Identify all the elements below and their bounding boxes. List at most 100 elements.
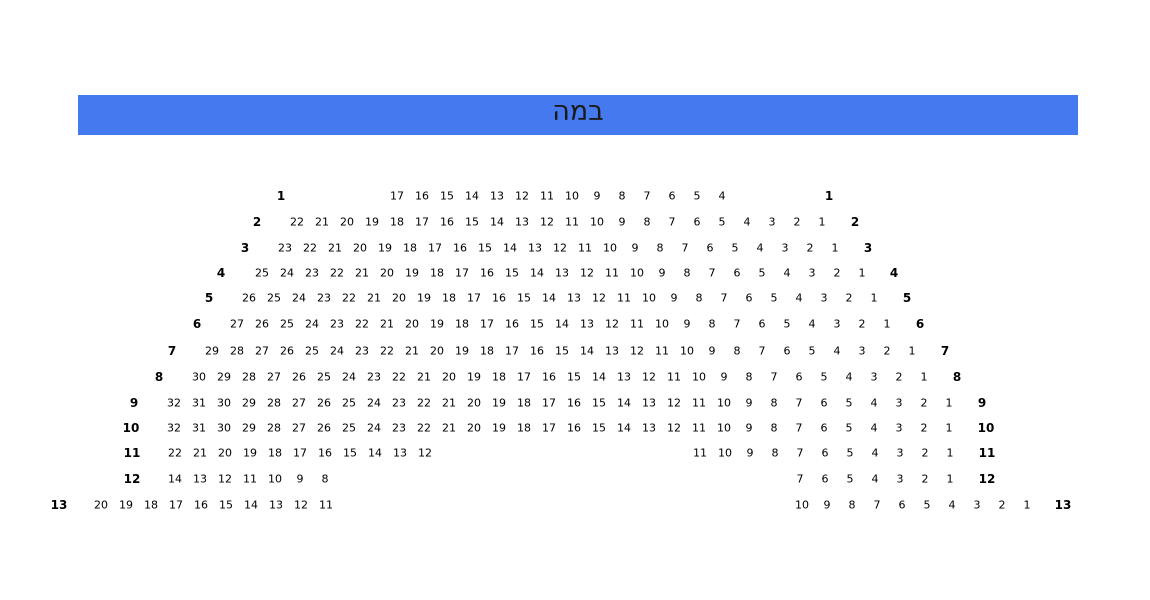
seat-row7-27[interactable]: 27 — [255, 344, 269, 358]
seat-row6-25[interactable]: 25 — [280, 317, 294, 331]
seat-row10-9[interactable]: 9 — [745, 421, 753, 435]
seat-row6-13[interactable]: 13 — [580, 317, 594, 331]
seat-row9-27[interactable]: 27 — [292, 396, 306, 410]
seat-row1-16[interactable]: 16 — [415, 189, 429, 203]
seat-row9-31[interactable]: 31 — [192, 396, 206, 410]
seat-row12-7[interactable]: 7 — [796, 472, 804, 486]
seat-row9-1[interactable]: 1 — [945, 396, 953, 410]
seat-row2-15[interactable]: 15 — [465, 215, 479, 229]
seat-row8-19[interactable]: 19 — [467, 370, 481, 384]
seat-row10-29[interactable]: 29 — [242, 421, 256, 435]
seat-row7-4[interactable]: 4 — [833, 344, 841, 358]
seat-row5-3[interactable]: 3 — [820, 291, 828, 305]
seat-row3-22[interactable]: 22 — [303, 241, 317, 255]
seat-row8-15[interactable]: 15 — [567, 370, 581, 384]
seat-row10-10[interactable]: 10 — [717, 421, 731, 435]
seat-row2-17[interactable]: 17 — [415, 215, 429, 229]
seat-row10-5[interactable]: 5 — [845, 421, 853, 435]
seat-row5-8[interactable]: 8 — [695, 291, 703, 305]
seat-row10-26[interactable]: 26 — [317, 421, 331, 435]
seat-row11-15[interactable]: 15 — [343, 446, 357, 460]
seat-row1-4[interactable]: 4 — [718, 189, 726, 203]
seat-row9-8[interactable]: 8 — [770, 396, 778, 410]
seat-row11-1[interactable]: 1 — [946, 446, 954, 460]
seat-row2-19[interactable]: 19 — [365, 215, 379, 229]
seat-row12-5[interactable]: 5 — [846, 472, 854, 486]
seat-row2-14[interactable]: 14 — [490, 215, 504, 229]
seat-row4-24[interactable]: 24 — [280, 266, 294, 280]
seat-row5-21[interactable]: 21 — [367, 291, 381, 305]
seat-row1-13[interactable]: 13 — [490, 189, 504, 203]
seat-row6-26[interactable]: 26 — [255, 317, 269, 331]
seat-row6-11[interactable]: 11 — [630, 317, 644, 331]
seat-row4-3[interactable]: 3 — [808, 266, 816, 280]
seat-row7-22[interactable]: 22 — [380, 344, 394, 358]
seat-row10-3[interactable]: 3 — [895, 421, 903, 435]
seat-row9-14[interactable]: 14 — [617, 396, 631, 410]
seat-row7-7[interactable]: 7 — [758, 344, 766, 358]
seat-row10-4[interactable]: 4 — [870, 421, 878, 435]
seat-row6-15[interactable]: 15 — [530, 317, 544, 331]
seat-row12-10[interactable]: 10 — [268, 472, 282, 486]
seat-row2-12[interactable]: 12 — [540, 215, 554, 229]
seat-row10-22[interactable]: 22 — [417, 421, 431, 435]
seat-row10-16[interactable]: 16 — [567, 421, 581, 435]
seat-row10-23[interactable]: 23 — [392, 421, 406, 435]
seat-row8-8[interactable]: 8 — [745, 370, 753, 384]
seat-row1-12[interactable]: 12 — [515, 189, 529, 203]
seat-row8-5[interactable]: 5 — [820, 370, 828, 384]
seat-row4-22[interactable]: 22 — [330, 266, 344, 280]
seat-row2-1[interactable]: 1 — [818, 215, 826, 229]
seat-row5-26[interactable]: 26 — [242, 291, 256, 305]
seat-row7-13[interactable]: 13 — [605, 344, 619, 358]
seat-row3-6[interactable]: 6 — [706, 241, 714, 255]
seat-row7-25[interactable]: 25 — [305, 344, 319, 358]
seat-row9-24[interactable]: 24 — [367, 396, 381, 410]
seat-row6-3[interactable]: 3 — [833, 317, 841, 331]
seat-row9-10[interactable]: 10 — [717, 396, 731, 410]
seat-row10-6[interactable]: 6 — [820, 421, 828, 435]
seat-row8-29[interactable]: 29 — [217, 370, 231, 384]
seat-row4-9[interactable]: 9 — [658, 266, 666, 280]
seat-row2-21[interactable]: 21 — [315, 215, 329, 229]
seat-row7-17[interactable]: 17 — [505, 344, 519, 358]
seat-row4-7[interactable]: 7 — [708, 266, 716, 280]
seat-row2-11[interactable]: 11 — [565, 215, 579, 229]
seat-row12-6[interactable]: 6 — [821, 472, 829, 486]
seat-row11-10[interactable]: 10 — [718, 446, 732, 460]
seat-row4-23[interactable]: 23 — [305, 266, 319, 280]
seat-row4-20[interactable]: 20 — [380, 266, 394, 280]
seat-row10-25[interactable]: 25 — [342, 421, 356, 435]
seat-row10-11[interactable]: 11 — [692, 421, 706, 435]
seat-row3-13[interactable]: 13 — [528, 241, 542, 255]
seat-row11-8[interactable]: 8 — [771, 446, 779, 460]
seat-row6-7[interactable]: 7 — [733, 317, 741, 331]
seat-row3-23[interactable]: 23 — [278, 241, 292, 255]
seat-row3-5[interactable]: 5 — [731, 241, 739, 255]
seat-row5-11[interactable]: 11 — [617, 291, 631, 305]
seat-row7-2[interactable]: 2 — [883, 344, 891, 358]
seat-row3-14[interactable]: 14 — [503, 241, 517, 255]
seat-row3-11[interactable]: 11 — [578, 241, 592, 255]
seat-row10-7[interactable]: 7 — [795, 421, 803, 435]
seat-row7-11[interactable]: 11 — [655, 344, 669, 358]
seat-row4-16[interactable]: 16 — [480, 266, 494, 280]
seat-row13-16[interactable]: 16 — [194, 498, 208, 512]
seat-row4-19[interactable]: 19 — [405, 266, 419, 280]
seat-row13-2[interactable]: 2 — [998, 498, 1006, 512]
seat-row4-4[interactable]: 4 — [783, 266, 791, 280]
seat-row3-4[interactable]: 4 — [756, 241, 764, 255]
seat-row7-28[interactable]: 28 — [230, 344, 244, 358]
seat-row7-1[interactable]: 1 — [908, 344, 916, 358]
seat-row7-23[interactable]: 23 — [355, 344, 369, 358]
seat-row6-2[interactable]: 2 — [858, 317, 866, 331]
seat-row1-9[interactable]: 9 — [593, 189, 601, 203]
seat-row13-9[interactable]: 9 — [823, 498, 831, 512]
seat-row11-12[interactable]: 12 — [418, 446, 432, 460]
seat-row13-11[interactable]: 11 — [319, 498, 333, 512]
seat-row1-15[interactable]: 15 — [440, 189, 454, 203]
seat-row6-24[interactable]: 24 — [305, 317, 319, 331]
seat-row7-3[interactable]: 3 — [858, 344, 866, 358]
seat-row3-21[interactable]: 21 — [328, 241, 342, 255]
seat-row5-19[interactable]: 19 — [417, 291, 431, 305]
